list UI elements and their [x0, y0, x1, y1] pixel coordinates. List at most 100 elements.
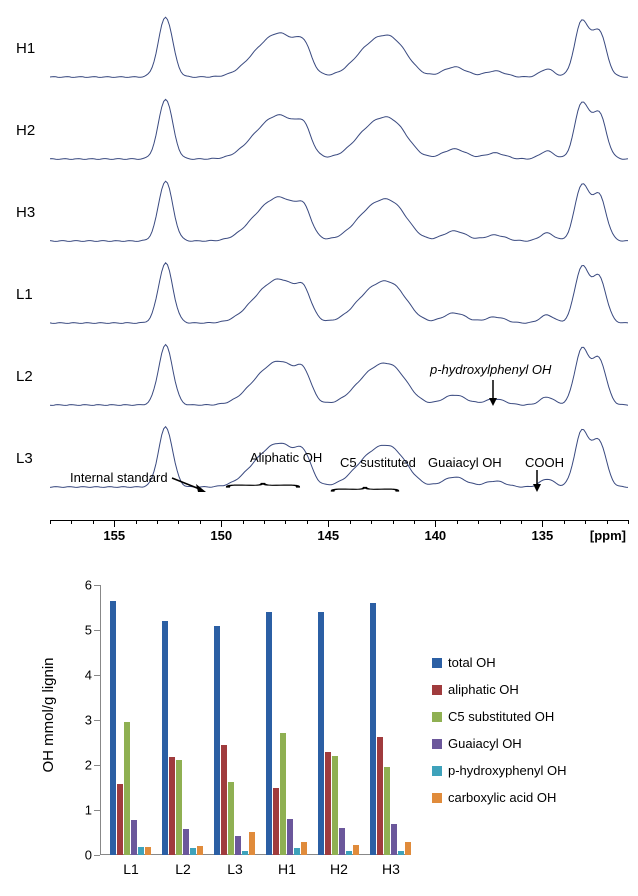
legend-label: Guaiacyl OH: [448, 736, 522, 751]
spectra-row: H3: [0, 174, 638, 256]
ppm-unit: [ppm]: [590, 528, 626, 543]
legend-item: carboxylic acid OH: [432, 790, 567, 805]
bar: [138, 847, 144, 855]
legend-swatch: [432, 739, 442, 749]
bar: [183, 829, 189, 855]
arrow-phydroxyphenyl: [486, 378, 500, 408]
spectra-label: L2: [16, 368, 33, 385]
ytick-label: 2: [70, 758, 92, 773]
bar: [339, 828, 345, 855]
bar: [384, 767, 390, 855]
bar: [377, 737, 383, 855]
legend-label: aliphatic OH: [448, 682, 519, 697]
spectra-row: L1: [0, 256, 638, 338]
bar: [110, 601, 116, 855]
bar: [325, 752, 331, 855]
bar: [266, 612, 272, 855]
ytick-label: 5: [70, 623, 92, 638]
figure-root: H1 H2 H3 L1 L2 L3 p-hydroxylphenyl OH Interna…: [0, 0, 638, 896]
chart-area: 0123456: [100, 585, 410, 855]
spectra-trace: [50, 174, 628, 256]
legend-swatch: [432, 712, 442, 722]
legend-item: total OH: [432, 655, 567, 670]
spectra-trace: [50, 10, 628, 92]
spectra-panel: H1 H2 H3 L1 L2 L3 p-hydroxylphenyl OH Interna…: [0, 0, 638, 565]
bar: [176, 760, 182, 855]
bar: [145, 847, 151, 855]
spectra-trace: [50, 338, 628, 420]
bar: [318, 612, 324, 855]
legend-swatch: [432, 766, 442, 776]
legend-item: p-hydroxyphenyl OH: [432, 763, 567, 778]
xaxis-tick-label: 145: [317, 528, 339, 543]
spectra-row: H2: [0, 92, 638, 174]
xaxis-tick-label: 155: [103, 528, 125, 543]
annot-phydroxyphenyl: p-hydroxylphenyl OH: [430, 362, 551, 377]
bar: [301, 842, 307, 856]
bar: [131, 820, 137, 855]
bar: [117, 784, 123, 855]
bar: [294, 848, 300, 855]
legend-swatch: [432, 793, 442, 803]
xcat-label: L1: [123, 861, 139, 877]
bar: [169, 757, 175, 855]
spectra-row: L2: [0, 338, 638, 420]
ytick-label: 6: [70, 578, 92, 593]
bar: [273, 788, 279, 855]
xcat-label: H2: [330, 861, 348, 877]
bar: [162, 621, 168, 855]
bar: [391, 824, 397, 855]
legend-item: C5 substituted OH: [432, 709, 567, 724]
ytick-label: 4: [70, 668, 92, 683]
bar: [332, 756, 338, 855]
bar: [346, 851, 352, 856]
bar: [398, 851, 404, 856]
bar: [124, 722, 130, 855]
xcat-label: L2: [175, 861, 191, 877]
bar: [221, 745, 227, 855]
bar: [190, 848, 196, 855]
bar: [214, 626, 220, 855]
spectra-label: H3: [16, 204, 35, 221]
legend: total OH aliphatic OH C5 substituted OH Gua…: [432, 655, 567, 817]
ytick-label: 1: [70, 803, 92, 818]
brace-c5: ︷: [329, 469, 401, 495]
spectra-label: L1: [16, 286, 33, 303]
bar: [353, 845, 359, 855]
xaxis-tick-label: 140: [424, 528, 446, 543]
bar: [242, 851, 248, 856]
bar: [197, 846, 203, 855]
spectra-label: H1: [16, 40, 35, 57]
spectra-xaxis: 155 150 145 140 135 [ppm]: [50, 520, 628, 552]
arrow-cooh: [530, 468, 544, 494]
legend-label: total OH: [448, 655, 496, 670]
brace-aliphatic: ︷: [224, 465, 302, 491]
bar: [228, 782, 234, 855]
spectra-label: L3: [16, 450, 33, 467]
bar: [249, 832, 255, 855]
ytick-label: 3: [70, 713, 92, 728]
legend-label: C5 substituted OH: [448, 709, 554, 724]
annot-internal-std: Internal standard: [70, 470, 168, 485]
xaxis-tick-label: 150: [210, 528, 232, 543]
arrow-internal-std: [170, 476, 210, 496]
xaxis-tick-label: 135: [532, 528, 554, 543]
annot-guaiacyl: Guaiacyl OH: [428, 455, 502, 470]
bar: [405, 842, 411, 855]
legend-swatch: [432, 685, 442, 695]
spectra-trace: [50, 92, 628, 174]
bar: [287, 819, 293, 855]
barchart-panel: OH mmol/g lignin 0123456 total OHaliphat…: [0, 565, 638, 896]
legend-swatch: [432, 658, 442, 668]
bar: [280, 733, 286, 855]
annot-aliphatic: Aliphatic OH: [250, 450, 322, 465]
xcat-label: H3: [382, 861, 400, 877]
legend-label: p-hydroxyphenyl OH: [448, 763, 567, 778]
ytick-label: 0: [70, 848, 92, 863]
spectra-label: H2: [16, 122, 35, 139]
annot-c5: C5 sustituted: [340, 455, 416, 470]
spectra-row: H1: [0, 10, 638, 92]
xcat-label: L3: [227, 861, 243, 877]
ylabel: OH mmol/g lignin: [40, 657, 57, 772]
legend-item: aliphatic OH: [432, 682, 567, 697]
